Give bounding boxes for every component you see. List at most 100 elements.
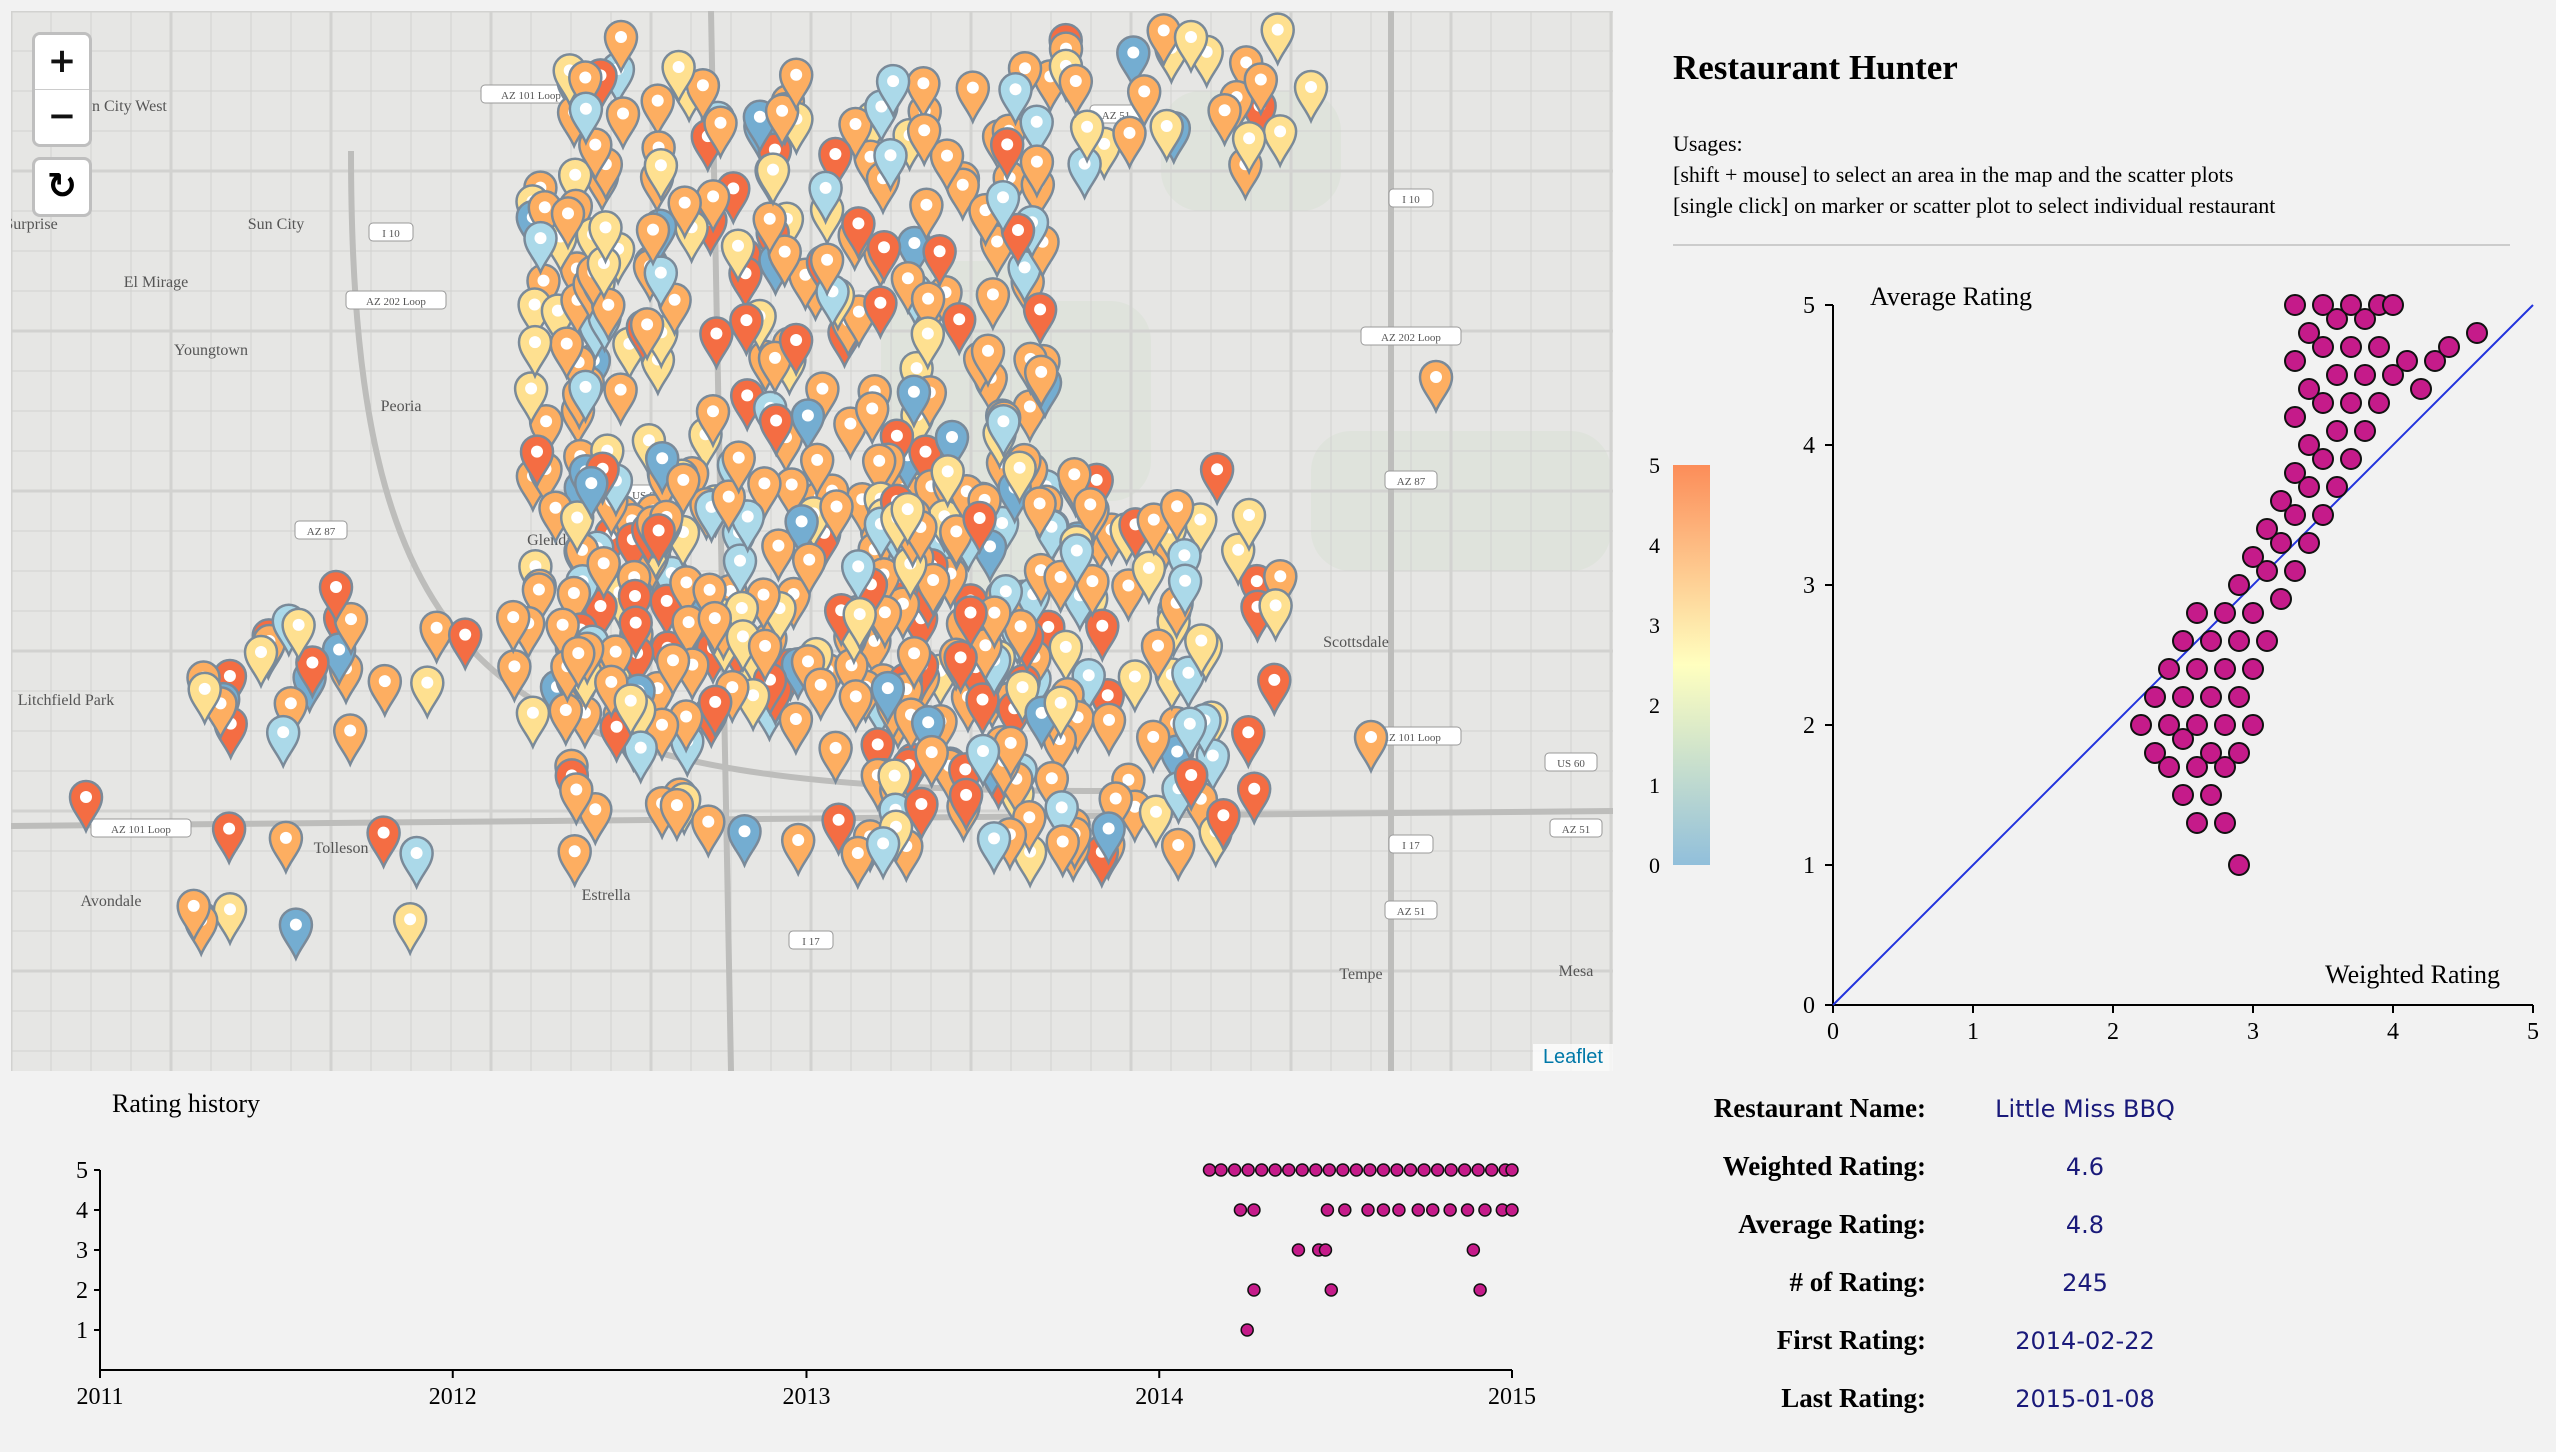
scatter-point[interactable] (2200, 630, 2222, 652)
map-marker[interactable] (1019, 144, 1055, 199)
scatter-point[interactable] (2228, 854, 2250, 876)
history-point[interactable] (1241, 1163, 1255, 1177)
map-marker[interactable] (890, 491, 925, 547)
map-marker[interactable] (447, 617, 483, 672)
map-marker[interactable] (268, 820, 304, 876)
scatter-point[interactable] (2326, 364, 2348, 386)
map-marker[interactable] (187, 671, 222, 727)
map-marker[interactable] (666, 462, 701, 518)
map-marker[interactable] (1231, 120, 1267, 176)
history-point[interactable] (1233, 1203, 1248, 1217)
map-marker[interactable] (922, 233, 957, 289)
map-marker[interactable] (641, 513, 676, 568)
map-marker[interactable] (965, 682, 1000, 737)
scatter-point[interactable] (2256, 630, 2278, 652)
map-marker[interactable] (906, 112, 942, 168)
map-marker[interactable] (1262, 114, 1298, 169)
map-marker[interactable] (1207, 92, 1242, 148)
scatter-point[interactable] (2326, 420, 2348, 442)
map-marker[interactable] (692, 572, 727, 627)
map-marker[interactable] (640, 83, 675, 138)
scatter-point[interactable] (2172, 630, 2194, 652)
map-marker[interactable] (618, 605, 653, 660)
map-marker[interactable] (1126, 74, 1162, 129)
map-marker[interactable] (1091, 811, 1126, 866)
map-marker[interactable] (1002, 450, 1037, 505)
map-marker[interactable] (1117, 659, 1153, 714)
history-point[interactable] (1466, 1243, 1481, 1257)
scatter-point[interactable] (2256, 518, 2278, 540)
map-marker[interactable] (910, 316, 946, 371)
map-marker[interactable] (568, 369, 603, 425)
map-marker[interactable] (1048, 629, 1084, 685)
map-marker[interactable] (176, 888, 211, 944)
scatter-point[interactable] (2242, 546, 2264, 568)
history-point[interactable] (1505, 1203, 1519, 1217)
history-point[interactable] (1473, 1283, 1487, 1297)
map-marker[interactable] (655, 642, 691, 698)
scatter-point[interactable] (2354, 364, 2376, 386)
map-marker[interactable] (1022, 292, 1058, 347)
history-point[interactable] (1349, 1163, 1364, 1177)
map-marker[interactable] (840, 549, 876, 604)
map-marker[interactable] (778, 57, 814, 112)
map-marker[interactable] (955, 70, 991, 125)
map-marker[interactable] (842, 596, 877, 652)
map-marker[interactable] (588, 210, 623, 265)
scatter-point[interactable] (2354, 308, 2376, 330)
history-point[interactable] (1426, 1203, 1440, 1217)
history-point[interactable] (1363, 1163, 1377, 1177)
map-marker[interactable] (523, 220, 558, 276)
map-tiles[interactable]: Sun City West Surprise Sun City El Mirage Yo… (11, 11, 1613, 1071)
map-marker[interactable] (568, 60, 603, 115)
map-marker[interactable] (1043, 559, 1078, 615)
map-marker[interactable] (948, 777, 984, 833)
map-marker[interactable] (1231, 497, 1267, 553)
scatter-point[interactable] (2284, 462, 2306, 484)
map-marker[interactable] (747, 466, 782, 521)
scatter-point[interactable] (2382, 294, 2404, 316)
history-point[interactable] (1309, 1163, 1323, 1177)
map-marker[interactable] (1159, 488, 1195, 544)
scatter-point[interactable] (2242, 602, 2264, 624)
map-marker[interactable] (1172, 706, 1208, 761)
map-marker[interactable] (758, 403, 794, 458)
scatter-point[interactable] (2284, 350, 2306, 372)
scatter-point[interactable] (2284, 294, 2306, 316)
map-marker[interactable] (605, 96, 641, 151)
map-marker[interactable] (945, 167, 980, 222)
map-marker[interactable] (1231, 715, 1266, 770)
history-point[interactable] (1268, 1163, 1282, 1177)
map-marker[interactable] (399, 835, 434, 891)
map-marker[interactable] (720, 228, 756, 283)
map-marker[interactable] (1135, 719, 1171, 775)
map-marker[interactable] (784, 504, 819, 559)
map-marker[interactable] (1131, 550, 1167, 606)
map-marker[interactable] (1043, 685, 1078, 740)
map-marker[interactable] (778, 322, 814, 378)
scatter-point[interactable] (2438, 336, 2460, 358)
map-marker[interactable] (854, 391, 890, 446)
map-marker[interactable] (243, 634, 279, 690)
scatter-point[interactable] (2200, 742, 2222, 764)
map-marker[interactable] (1184, 623, 1219, 678)
scatter-point[interactable] (2144, 686, 2166, 708)
map-marker[interactable] (661, 49, 696, 105)
scatter-point[interactable] (2340, 294, 2362, 316)
map-marker[interactable] (962, 500, 997, 556)
history-point[interactable] (1214, 1163, 1228, 1177)
map-marker[interactable] (1206, 797, 1241, 853)
map-marker[interactable] (1000, 212, 1036, 268)
map-marker[interactable] (333, 601, 369, 657)
map-marker[interactable] (780, 822, 816, 878)
scatter-point[interactable] (2186, 602, 2208, 624)
history-point[interactable] (1457, 1163, 1472, 1177)
scatter-point[interactable] (2158, 756, 2180, 778)
history-point[interactable] (1471, 1163, 1485, 1177)
scatter-point[interactable] (2144, 742, 2166, 764)
reset-view-button[interactable]: ↻ (32, 157, 92, 217)
map-marker[interactable] (976, 821, 1012, 876)
map-marker[interactable] (295, 645, 330, 700)
scatter-point[interactable] (2200, 784, 2222, 806)
map-marker[interactable] (809, 242, 845, 297)
